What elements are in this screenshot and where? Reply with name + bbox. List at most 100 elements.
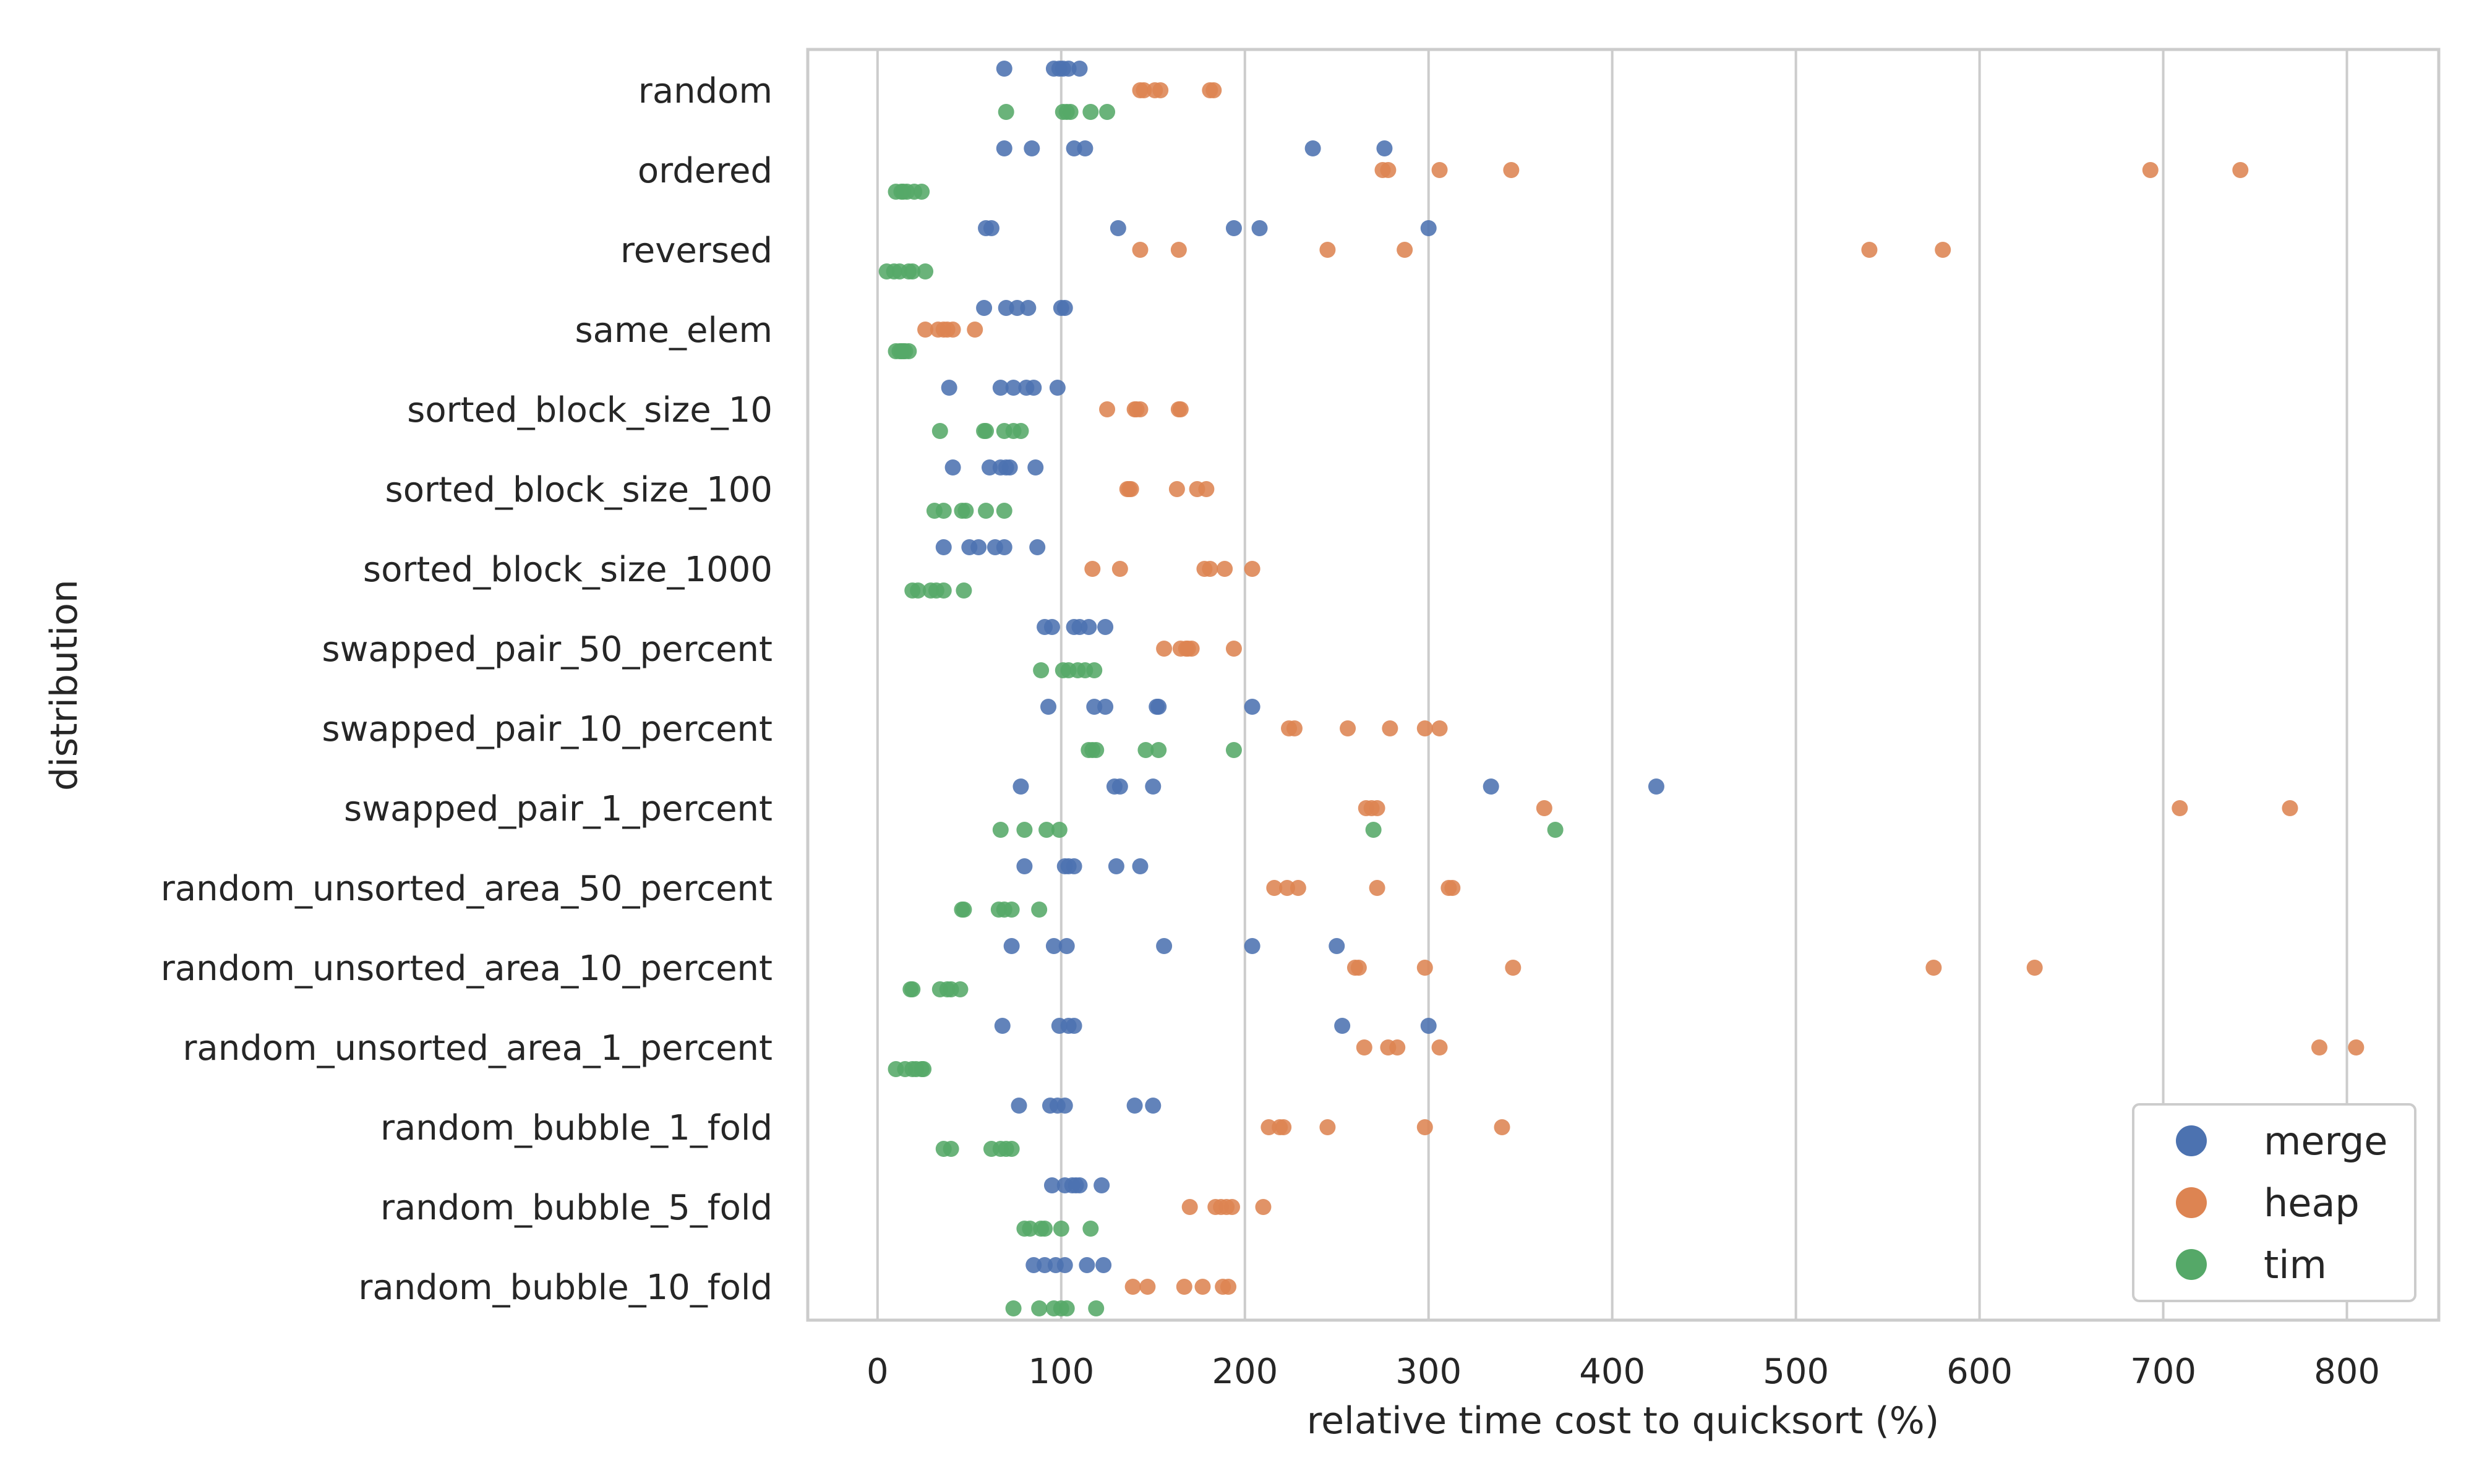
data-point-heap: [1132, 401, 1149, 417]
data-point-merge: [1060, 61, 1077, 77]
data-point-merge: [1066, 858, 1082, 874]
x-tick-label: 200: [1212, 1352, 1278, 1392]
x-tick-label: 400: [1579, 1352, 1645, 1392]
data-point-heap: [1152, 82, 1169, 98]
data-point-tim: [1012, 423, 1029, 439]
data-point-heap: [1416, 720, 1433, 736]
data-point-tim: [915, 1061, 932, 1077]
data-point-merge: [1483, 778, 1499, 795]
data-point-tim: [943, 1141, 959, 1157]
data-point-heap: [1202, 561, 1218, 577]
data-point-merge: [983, 220, 999, 236]
y-tick-label: swapped_pair_10_percent: [322, 709, 773, 749]
data-point-heap: [1139, 1279, 1156, 1295]
y-tick-label: ordered: [638, 151, 773, 191]
data-point-merge: [1009, 300, 1025, 316]
data-point-tim: [992, 822, 1009, 838]
data-point-tim: [935, 582, 952, 599]
data-point-heap: [2232, 162, 2249, 178]
data-point-merge: [1334, 1018, 1351, 1034]
data-point-merge: [1024, 140, 1040, 156]
x-tick-label: 800: [2314, 1352, 2380, 1392]
data-point-merge: [1111, 778, 1128, 795]
legend-label-heap: heap: [2264, 1180, 2360, 1226]
data-point-merge: [1056, 1098, 1073, 1114]
data-point-heap: [1444, 880, 1461, 896]
data-point-merge: [1005, 380, 1022, 396]
data-point-merge: [1071, 61, 1088, 77]
data-point-merge: [992, 380, 1009, 396]
data-point-heap: [1179, 641, 1196, 657]
y-tick-label: sorted_block_size_1000: [363, 550, 773, 590]
x-tick-label: 100: [1028, 1352, 1094, 1392]
data-point-tim: [1062, 104, 1079, 120]
data-point-tim: [886, 263, 902, 279]
legend-label-tim: tim: [2264, 1242, 2327, 1287]
data-point-tim: [1088, 1300, 1105, 1316]
data-point-merge: [976, 300, 993, 316]
data-point-merge: [1066, 140, 1082, 156]
data-point-merge: [1001, 459, 1018, 475]
data-point-merge: [1043, 1177, 1060, 1193]
data-point-merge: [1086, 699, 1103, 715]
data-point-heap: [1369, 800, 1385, 816]
data-point-merge: [1045, 938, 1062, 954]
data-point-merge: [1049, 380, 1066, 396]
data-point-tim: [914, 184, 930, 200]
data-point-merge: [1094, 1177, 1110, 1193]
data-point-heap: [1123, 481, 1139, 497]
data-point-tim: [1037, 1221, 1053, 1237]
data-point-heap: [967, 322, 983, 338]
data-point-tim: [996, 503, 1012, 519]
data-point-tim: [1225, 742, 1242, 758]
data-point-heap: [1261, 1119, 1277, 1135]
data-point-merge: [1056, 1257, 1073, 1273]
data-point-merge: [1095, 1257, 1112, 1273]
data-point-merge: [1016, 858, 1033, 874]
data-point-heap: [1416, 1119, 1433, 1135]
y-tick-label: random_bubble_1_fold: [380, 1108, 773, 1148]
data-point-merge: [1079, 1257, 1095, 1273]
data-point-merge: [1066, 1018, 1082, 1034]
data-point-merge: [1027, 459, 1044, 475]
x-tick-label: 0: [867, 1352, 889, 1392]
x-tick-label: 300: [1395, 1352, 1462, 1392]
data-point-merge: [1251, 220, 1268, 236]
data-point-merge: [1077, 140, 1094, 156]
data-point-heap: [1099, 401, 1116, 417]
data-point-heap: [2311, 1039, 2327, 1055]
data-point-merge: [1003, 938, 1020, 954]
data-point-heap: [1350, 960, 1367, 976]
legend-marker-heap: [2176, 1187, 2207, 1218]
data-point-merge: [1025, 380, 1042, 396]
data-point-heap: [1389, 1039, 1406, 1055]
data-point-tim: [1033, 662, 1050, 678]
data-point-tim: [957, 503, 974, 519]
data-point-tim: [956, 902, 972, 918]
data-point-tim: [910, 582, 927, 599]
data-point-tim: [1022, 1221, 1038, 1237]
data-point-tim: [998, 104, 1014, 120]
y-tick-label: reversed: [620, 231, 773, 271]
data-point-heap: [2348, 1039, 2365, 1055]
data-point-heap: [1382, 720, 1398, 736]
data-point-merge: [1110, 220, 1126, 236]
data-point-tim: [904, 981, 921, 997]
data-point-tim: [1003, 1141, 1020, 1157]
data-point-tim: [1038, 822, 1055, 838]
data-point-merge: [941, 380, 957, 396]
data-point-merge: [1225, 220, 1242, 236]
data-point-tim: [1053, 1221, 1069, 1237]
data-point-tim: [1003, 902, 1020, 918]
data-point-merge: [1145, 778, 1162, 795]
data-point-heap: [1111, 561, 1128, 577]
data-point-merge: [1420, 1018, 1437, 1034]
data-point-merge: [1108, 858, 1124, 874]
data-point-heap: [1132, 242, 1149, 258]
data-point-heap: [1156, 641, 1173, 657]
data-point-heap: [1536, 800, 1552, 816]
data-point-tim: [1005, 1300, 1022, 1316]
data-point-heap: [1286, 720, 1303, 736]
y-tick-label: swapped_pair_50_percent: [322, 629, 773, 670]
